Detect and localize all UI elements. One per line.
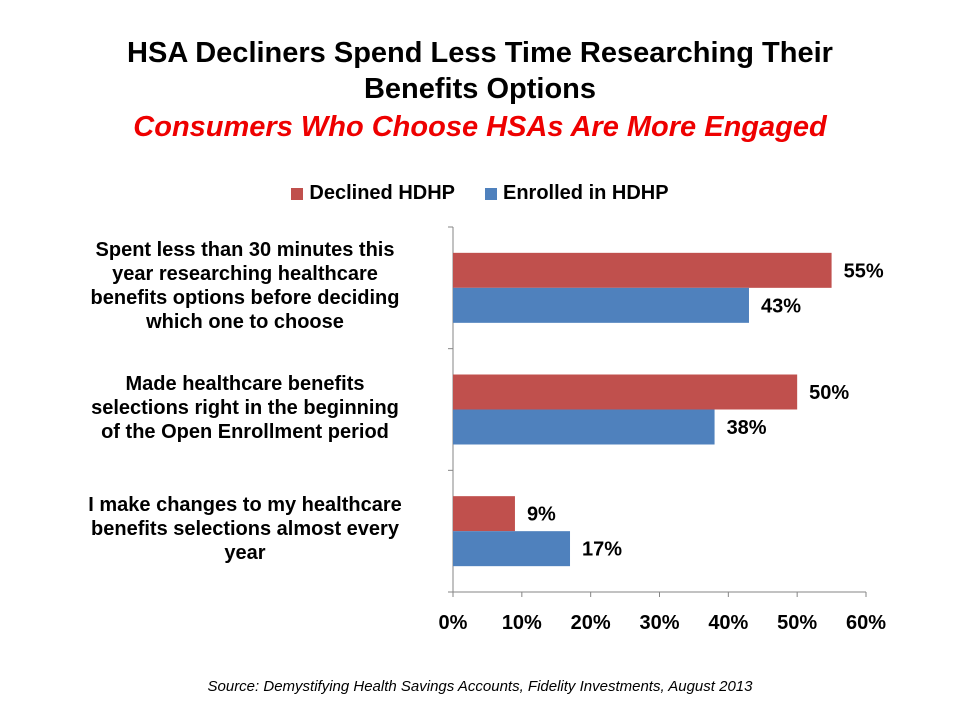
category-label-line: selections right in the beginning [91,396,399,419]
category-label-line: of the Open Enrollment period [101,420,389,443]
x-tick-label: 40% [708,612,748,634]
chart-subtitle: Consumers Who Choose HSAs Are More Engag… [133,111,827,143]
category-label-line: I make changes to my healthcare [88,494,402,517]
legend: Declined HDHP Enrolled in HDHP [0,182,960,205]
bar-declined [453,252,832,288]
chart-title-line-1: HSA Decliners Spend Less Time Researchin… [127,37,833,69]
x-tick-label: 20% [571,612,611,634]
data-label-declined: 50% [809,382,849,404]
legend-swatch-enrolled [485,187,497,200]
data-label-enrolled: 38% [727,417,767,439]
data-label-enrolled: 17% [582,539,622,561]
data-label-declined: 9% [527,504,556,526]
data-label-enrolled: 43% [761,295,801,317]
chart-title-line-2: Benefits Options [363,73,596,105]
category-label: Made healthcare benefits selections right… [40,372,450,444]
bar-declined [453,374,798,410]
legend-label-declined: Declined HDHP [309,182,455,204]
category-label: I make changes to my healthcare benefits … [40,493,450,565]
category-label-line: Made healthcare benefits [125,372,365,395]
source-note: Source: Demystifying Health Savings Acco… [207,678,753,695]
category-label-line: benefits selections almost every [91,518,399,541]
category-label: Spent less than 30 minutes this year rese… [40,238,450,334]
x-tick-label: 30% [639,612,679,634]
legend-item-enrolled: Enrolled in HDHP [485,182,669,205]
category-label-line: year [224,542,266,565]
legend-label-enrolled: Enrolled in HDHP [503,182,669,204]
x-tick-label: 60% [846,612,886,634]
category-label-line: benefits options before deciding [90,286,400,309]
legend-swatch-declined [291,187,304,200]
bar-enrolled [453,409,715,445]
category-label-line: year researching healthcare [112,262,378,285]
legend-item-declined: Declined HDHP [291,182,455,205]
data-label-declined: 55% [844,260,884,282]
category-label-line: which one to choose [146,310,344,333]
category-label-line: Spent less than 30 minutes this [95,238,395,261]
bar-declined [453,496,515,532]
bar-enrolled [453,531,571,567]
x-tick-label: 10% [502,612,542,634]
x-tick-label: 0% [439,612,468,634]
x-tick-label: 50% [777,612,817,634]
bar-enrolled [453,287,749,323]
